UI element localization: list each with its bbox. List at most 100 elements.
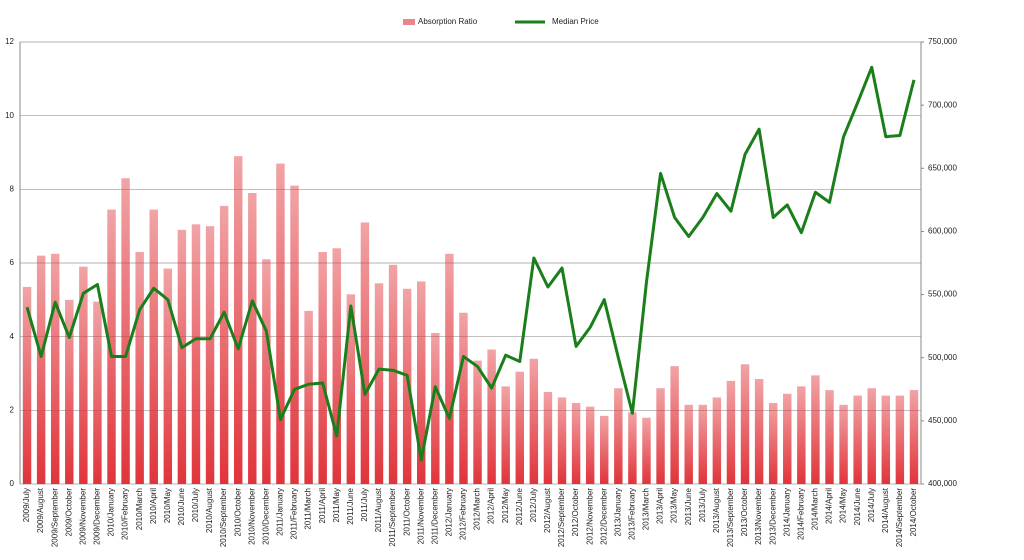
- x-tick-label: 2011/August: [374, 487, 383, 532]
- bar: [135, 251, 144, 484]
- y-tick-label: 0: [10, 479, 15, 488]
- bar: [233, 156, 243, 484]
- x-tick-label: 2014/February: [796, 488, 805, 540]
- y2-tick-label: 400,000: [928, 479, 957, 488]
- y-tick-label: 2: [10, 405, 15, 414]
- bar: [768, 402, 778, 484]
- x-tick-label: 2014/August: [881, 487, 890, 533]
- bar: [571, 402, 581, 484]
- x-tick-label: 2013/November: [754, 488, 763, 545]
- x-tick-label: 2014/September: [895, 488, 904, 547]
- bar: [614, 388, 623, 484]
- x-tick-label: 2010/May: [163, 488, 172, 523]
- bar: [219, 205, 229, 485]
- bar: [93, 301, 102, 484]
- x-tick-label: 2014/January: [782, 488, 791, 536]
- bar: [50, 253, 60, 484]
- x-tick-label: 2012/November: [585, 488, 594, 545]
- bar: [205, 226, 215, 484]
- y2-tick-label: 450,000: [928, 416, 957, 425]
- bar: [262, 259, 271, 484]
- x-tick-label: 2012/March: [473, 488, 482, 530]
- bar: [642, 417, 651, 484]
- bar: [121, 178, 130, 485]
- x-tick-label: 2012/February: [459, 488, 468, 540]
- y2-tick-label: 550,000: [928, 290, 957, 299]
- bar: [811, 375, 820, 484]
- x-tick-label: 2009/December: [93, 488, 102, 545]
- bar: [360, 222, 370, 484]
- x-tick-label: 2011/November: [416, 488, 425, 545]
- bar: [670, 366, 679, 484]
- bar: [191, 224, 201, 484]
- x-tick-label: 2011/July: [360, 488, 369, 522]
- bar: [431, 332, 440, 484]
- bar: [402, 288, 412, 484]
- x-tick-label: 2013/March: [642, 488, 651, 530]
- bar: [318, 251, 327, 484]
- bar: [332, 248, 341, 484]
- bar: [712, 397, 722, 484]
- x-tick-label: 2011/March: [304, 488, 313, 530]
- bar: [543, 391, 553, 484]
- x-tick-label: 2010/March: [135, 488, 144, 530]
- x-tick-label: 2012/July: [529, 488, 538, 522]
- x-tick-label: 2013/January: [613, 488, 622, 536]
- x-tick-label: 2010/December: [261, 488, 270, 545]
- x-tick-label: 2013/September: [726, 488, 735, 547]
- x-tick-label: 2013/June: [684, 487, 693, 525]
- bar: [36, 255, 46, 484]
- bar: [22, 286, 32, 484]
- y-tick-label: 6: [10, 258, 15, 267]
- x-tick-label: 2012/December: [599, 488, 608, 545]
- bar: [557, 397, 567, 484]
- legend-label: Absorption Ratio: [418, 17, 478, 26]
- y-tick-label: 8: [10, 184, 15, 193]
- bar: [825, 390, 834, 484]
- bar: [276, 163, 285, 485]
- bar: [290, 185, 299, 484]
- bar: [529, 358, 539, 484]
- bar: [515, 371, 524, 484]
- x-tick-label: 2011/January: [276, 488, 285, 536]
- bar: [797, 386, 806, 484]
- bar: [459, 312, 468, 484]
- x-tick-label: 2013/May: [670, 488, 679, 523]
- legend-swatch: [403, 19, 415, 25]
- x-tick-label: 2009/September: [50, 488, 59, 547]
- bar: [585, 406, 595, 484]
- x-tick-label: 2010/September: [219, 488, 228, 547]
- x-tick-label: 2012/May: [501, 488, 510, 523]
- bar: [248, 193, 257, 484]
- bar: [656, 388, 665, 484]
- x-tick-label: 2012/June: [515, 487, 524, 525]
- x-tick-label: 2014/June: [853, 487, 862, 525]
- bar: [473, 360, 482, 484]
- bar: [417, 281, 426, 484]
- bar: [698, 404, 708, 484]
- line: [25, 65, 916, 462]
- x-tick-label: 2011/June: [346, 487, 355, 524]
- x-tick-label: 2010/June: [177, 487, 186, 525]
- bar: [839, 404, 848, 484]
- bar: [445, 253, 454, 484]
- y-tick-label: 10: [5, 111, 14, 120]
- y-tick-label: 12: [5, 37, 14, 46]
- x-tick-label: 2010/February: [121, 488, 130, 540]
- bar: [388, 264, 398, 484]
- x-tick-label: 2012/January: [444, 488, 453, 536]
- bar: [909, 390, 919, 484]
- x-tick-label: 2013/October: [740, 488, 749, 537]
- bar: [726, 380, 736, 484]
- bar: [304, 310, 313, 484]
- bar: [177, 229, 187, 484]
- bar: [501, 386, 510, 484]
- x-tick-label: 2014/May: [839, 488, 848, 523]
- x-tick-label: 2009/November: [78, 488, 87, 545]
- x-tick-label: 2012/September: [557, 488, 566, 547]
- y2-tick-label: 500,000: [928, 353, 957, 362]
- bar: [628, 412, 637, 484]
- x-tick-label: 2013/August: [712, 487, 721, 533]
- bar: [149, 209, 158, 484]
- bar: [853, 395, 862, 484]
